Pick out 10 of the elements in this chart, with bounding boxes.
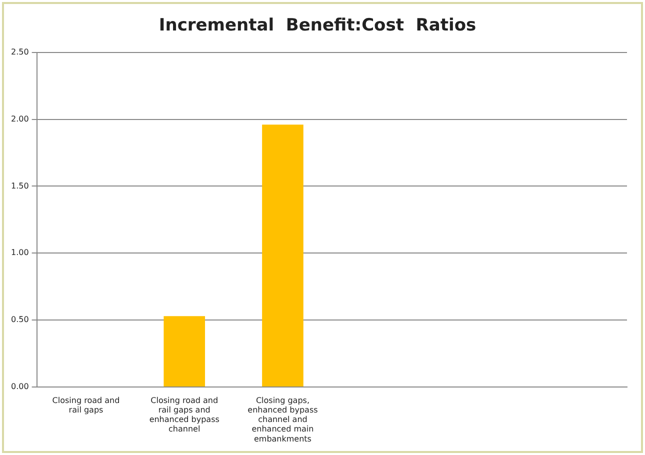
- y-tick-label: 0.50: [11, 315, 29, 324]
- y-tick-label: 2.50: [11, 47, 29, 56]
- y-tick-label: 1.00: [11, 248, 29, 258]
- y-tick-label: 1.50: [11, 181, 29, 190]
- x-tick-label: Closing road and rail gaps and enhanced bypass channel: [149, 396, 220, 434]
- chart-title: Incremental Benefit:Cost Ratios: [158, 16, 476, 36]
- x-tick-label: Closing gaps, enhanced bypass channel and enhanced main embankments: [248, 396, 318, 444]
- y-tick-label: 0.00: [11, 382, 29, 392]
- y-tick-label: 2.00: [11, 114, 29, 124]
- x-tick-label: Closing road and rail gaps: [52, 396, 120, 414]
